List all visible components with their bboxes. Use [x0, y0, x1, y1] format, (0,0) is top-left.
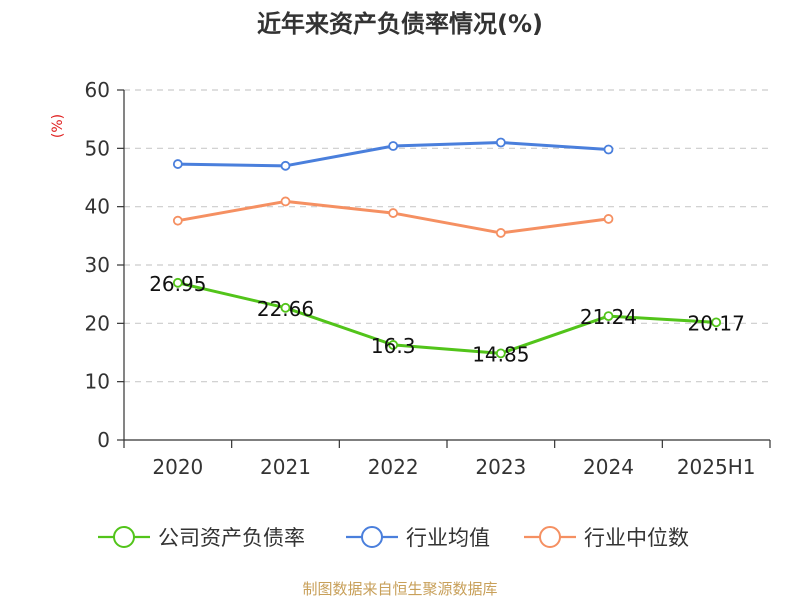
source-note: 制图数据来自恒生聚源数据库 [302, 580, 498, 598]
data-labels: 26.95 22.66 16.3 14.85 21.24 20.17 [149, 272, 745, 367]
data-point [495, 228, 506, 238]
y-tick-label: 50 [85, 136, 110, 160]
y-tick-label: 20 [85, 311, 110, 335]
data-point [603, 144, 614, 155]
legend-marker [539, 526, 561, 548]
data-point [603, 214, 614, 224]
data-point [280, 302, 291, 313]
legend-marker [113, 526, 135, 548]
legend-item-3[interactable]: 行业中位数 [524, 526, 689, 550]
data-point [172, 159, 183, 169]
data-label: 16.3 [371, 334, 416, 358]
data-point [603, 311, 614, 322]
series-lines [172, 137, 722, 359]
y-tick-label: 40 [85, 195, 110, 219]
data-point [280, 196, 291, 207]
data-point [172, 215, 183, 226]
data-label: 14.85 [472, 342, 529, 366]
data-point [495, 348, 506, 359]
x-tick-label: 2023 [475, 455, 526, 479]
chart-title: 近年来资产负债率情况(%) [257, 10, 543, 38]
y-tick-label: 60 [85, 78, 110, 102]
x-tick-label: 2020 [152, 455, 203, 479]
series-line-1 [177, 281, 717, 355]
data-point [388, 208, 399, 218]
legend-label: 行业均值 [406, 526, 490, 550]
data-point [280, 160, 291, 171]
y-tick-label: 10 [85, 370, 110, 394]
x-tick-label: 2024 [583, 455, 634, 479]
data-point [388, 141, 399, 151]
data-label: 22.66 [257, 297, 314, 321]
y-axis-unit-label: (%) [50, 114, 66, 138]
data-label: 20.17 [688, 311, 745, 335]
data-point [495, 137, 506, 148]
x-tick-label: 2025H1 [677, 455, 756, 479]
data-point [388, 340, 399, 350]
data-point [711, 317, 722, 328]
legend-item-2[interactable]: 行业均值 [346, 526, 490, 550]
data-point [172, 277, 183, 288]
data-label: 26.95 [149, 272, 206, 296]
axes: 0 10 20 30 40 50 60 2020 2021 2022 2023 2024 2025H1 [85, 78, 771, 479]
grid-lines [124, 89, 770, 383]
legend[interactable]: 公司资产负债率 行业均值 行业中位数 [98, 526, 689, 550]
x-tick-label: 2021 [260, 455, 311, 479]
legend-item-1[interactable]: 公司资产负债率 [98, 526, 305, 550]
x-tick-label: 2022 [368, 455, 419, 479]
y-tick-label: 0 [97, 428, 110, 452]
y-tick-label: 30 [85, 253, 110, 277]
legend-label: 公司资产负债率 [158, 526, 305, 550]
legend-label: 行业中位数 [584, 526, 689, 550]
legend-marker [361, 526, 383, 548]
data-label: 21.24 [580, 305, 637, 329]
